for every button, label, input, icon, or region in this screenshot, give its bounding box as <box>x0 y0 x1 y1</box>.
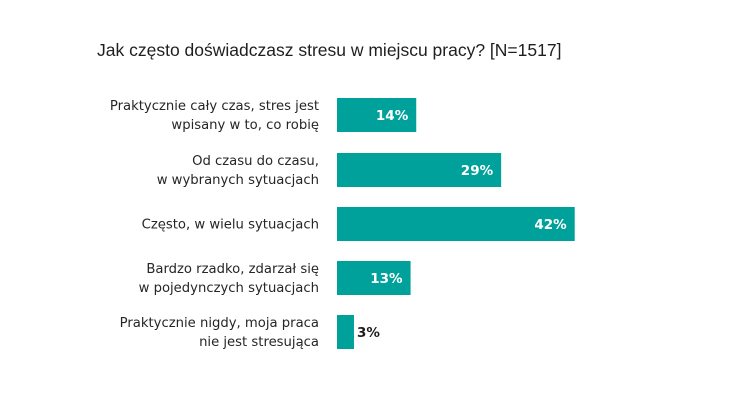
category-label-4-line-1: Bardzo rzadko, zdarzał się <box>146 262 319 277</box>
category-label-1-line-2: wpisany w to, co robię <box>171 118 319 133</box>
bar-value-label-5: 3% <box>357 325 380 341</box>
bar-3 <box>337 207 575 241</box>
bar-4 <box>337 261 411 295</box>
category-label-5-line-2: nie jest stresująca <box>199 335 319 350</box>
bar-2 <box>337 153 502 187</box>
chart-title: Jak często doświadczasz stresu w miejscu… <box>97 40 562 60</box>
category-label-3-line-1: Często, w wielu sytuacjach <box>142 218 319 233</box>
category-label-5-line-1: Praktycznie nigdy, moja praca <box>120 316 319 331</box>
category-label-4-line-2: w pojedynczych sytuacjach <box>139 281 319 296</box>
category-label-2-line-2: w wybranych sytuacjach <box>157 173 319 188</box>
bar-value-label-1: 14% <box>376 108 409 124</box>
category-label-2-line-1: Od czasu do czasu, <box>192 154 319 169</box>
bar-value-label-4: 13% <box>370 271 403 287</box>
category-label-1-line-1: Praktycznie cały czas, stres jest <box>110 99 319 114</box>
bar-1 <box>337 98 417 132</box>
bar-value-label-3: 42% <box>534 217 567 233</box>
bar-value-label-2: 29% <box>461 163 494 179</box>
bar-5 <box>337 315 354 349</box>
